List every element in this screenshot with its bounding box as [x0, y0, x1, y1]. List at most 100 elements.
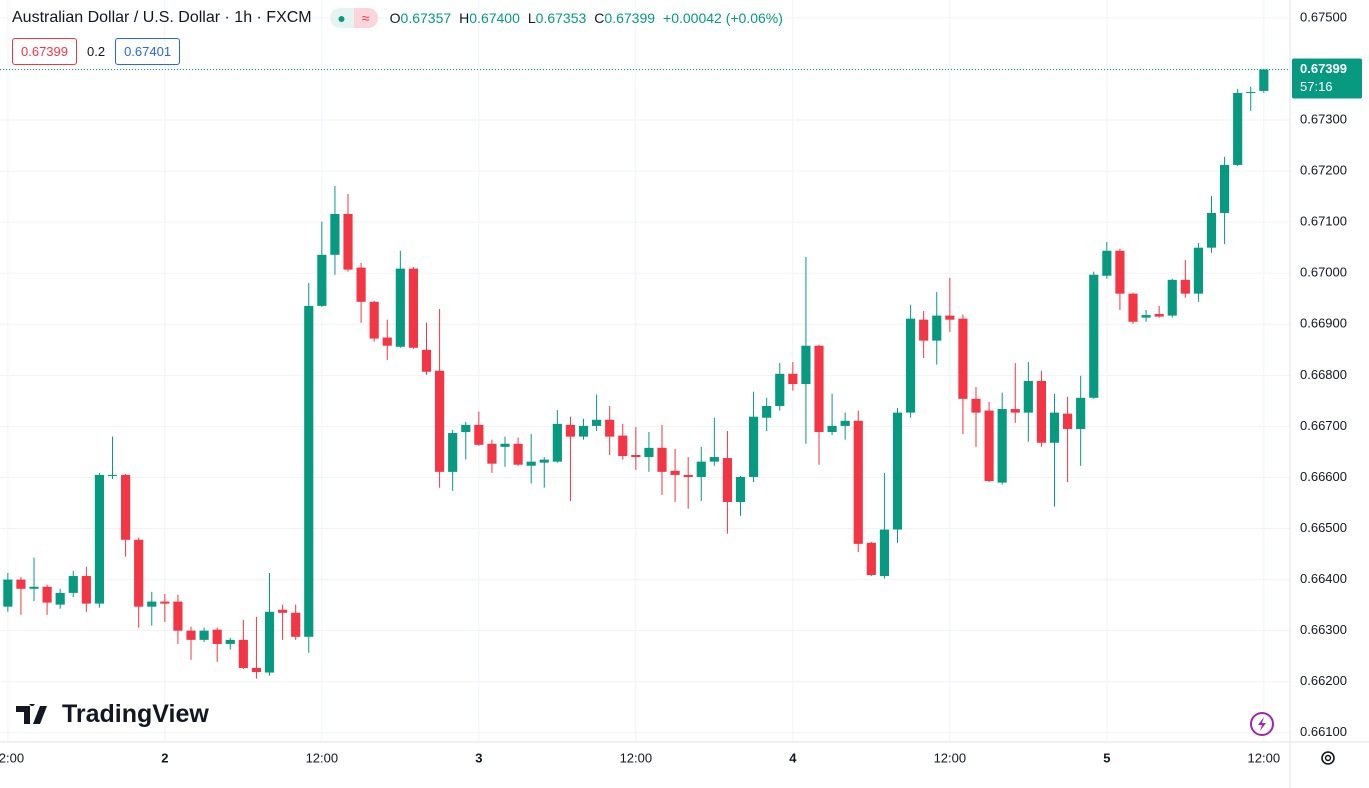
y-tick-label: 0.67500 — [1300, 9, 1347, 24]
candle-body — [1220, 164, 1230, 213]
candle-body — [827, 425, 837, 433]
price-tag-label: 0.67399 — [1300, 61, 1347, 76]
candle-body — [735, 476, 746, 502]
candle-body — [1180, 279, 1190, 294]
header: Australian Dollar / U.S. Dollar · 1h · F… — [12, 8, 783, 28]
candle-body — [55, 592, 65, 605]
y-tick-label: 0.66100 — [1300, 724, 1347, 739]
candle-body — [919, 319, 929, 341]
candle-body — [1206, 212, 1217, 248]
settings-icon[interactable] — [1321, 751, 1335, 765]
candle-body — [1023, 380, 1033, 413]
candle-body — [906, 318, 916, 413]
candle-body — [762, 405, 772, 418]
candle-body — [160, 601, 170, 604]
candle-body — [1259, 69, 1269, 91]
ohlc-value: 0.67353 — [535, 10, 587, 26]
y-tick-label: 0.66400 — [1300, 571, 1347, 586]
candle-body — [853, 420, 863, 544]
candle-body — [16, 579, 26, 589]
candle-body — [147, 601, 157, 607]
candle-body — [722, 458, 733, 502]
candle-body — [1167, 279, 1177, 316]
candle-body — [1049, 412, 1060, 443]
candle-body — [186, 630, 196, 640]
countdown: 57:16 — [1300, 79, 1333, 94]
candle-body — [565, 424, 576, 437]
candle-body — [1246, 91, 1256, 93]
y-tick-label: 0.66200 — [1300, 673, 1347, 688]
grid — [0, 0, 1290, 742]
candle-body — [42, 586, 52, 603]
candle-body — [107, 474, 118, 476]
candle-body — [592, 419, 602, 426]
x-tick-label: 3 — [475, 750, 482, 765]
x-tick-label: 12:00 — [306, 750, 339, 765]
candle-body — [304, 305, 314, 637]
candle-body — [474, 424, 484, 445]
candle-body — [971, 398, 981, 413]
candle-body — [1115, 250, 1125, 294]
candle-body — [435, 370, 445, 472]
x-tick-label: 4 — [789, 750, 797, 765]
candle-body — [814, 345, 824, 433]
candle-body — [461, 424, 471, 433]
change: +0.00042 (+0.06%) — [663, 10, 783, 26]
candle-body — [500, 443, 510, 447]
candle-body — [1089, 274, 1099, 398]
alert-icon[interactable] — [1250, 712, 1274, 736]
candle-body — [552, 423, 562, 462]
candle-body — [539, 459, 549, 463]
trade-row: 0.67399 0.2 0.67401 — [12, 38, 181, 65]
candle-body — [382, 337, 392, 346]
status-icons[interactable]: ● ≈ — [329, 8, 378, 28]
candle-body — [997, 409, 1007, 483]
candle-body — [801, 345, 811, 385]
candle-body — [81, 576, 91, 604]
candle-body — [1076, 397, 1086, 429]
x-tick-label: 12:00 — [620, 750, 653, 765]
brand: TradingView — [16, 700, 209, 729]
ohlc-key: H — [459, 10, 470, 26]
candle-body — [578, 425, 589, 437]
candle-body — [879, 529, 890, 577]
ohlc-value: 0.67399 — [604, 10, 656, 26]
candle-body — [29, 586, 39, 589]
candle-body — [892, 412, 903, 530]
candle-body — [670, 470, 680, 475]
y-tick-label: 0.67000 — [1300, 265, 1347, 280]
candle-body — [94, 474, 105, 604]
candle-body — [134, 539, 144, 607]
candle-body — [330, 213, 340, 255]
candle-body — [1010, 409, 1020, 413]
buy-button[interactable]: 0.67401 — [115, 38, 181, 65]
candle-body — [958, 318, 968, 399]
y-tick-label: 0.66800 — [1300, 367, 1347, 382]
candle-body — [683, 474, 693, 477]
candle-body — [369, 301, 379, 339]
y-tick-label: 0.66700 — [1300, 418, 1347, 433]
candle-body — [1128, 293, 1138, 322]
candle-body — [291, 612, 301, 637]
candle-body — [264, 611, 275, 673]
candle-body — [173, 601, 183, 631]
candle-body — [251, 667, 262, 673]
ohlc-value: 0.67357 — [400, 10, 452, 26]
candle-body — [618, 435, 628, 457]
candle-body — [121, 474, 131, 540]
candle-body — [487, 443, 497, 464]
ohlc-key: C — [594, 10, 605, 26]
candle-body — [1036, 380, 1046, 443]
candle-body — [513, 443, 523, 465]
sell-button[interactable]: 0.67399 — [12, 38, 77, 65]
brand-name: TradingView — [62, 700, 209, 728]
candle-body — [421, 349, 432, 372]
y-tick-label: 0.67200 — [1300, 163, 1347, 178]
ohlc-key: O — [389, 10, 401, 26]
candle-body — [657, 447, 667, 472]
candle-body — [945, 315, 955, 320]
candle-body — [932, 315, 942, 341]
candle-body — [317, 254, 327, 306]
ohlc-value: 0.67400 — [469, 10, 520, 26]
